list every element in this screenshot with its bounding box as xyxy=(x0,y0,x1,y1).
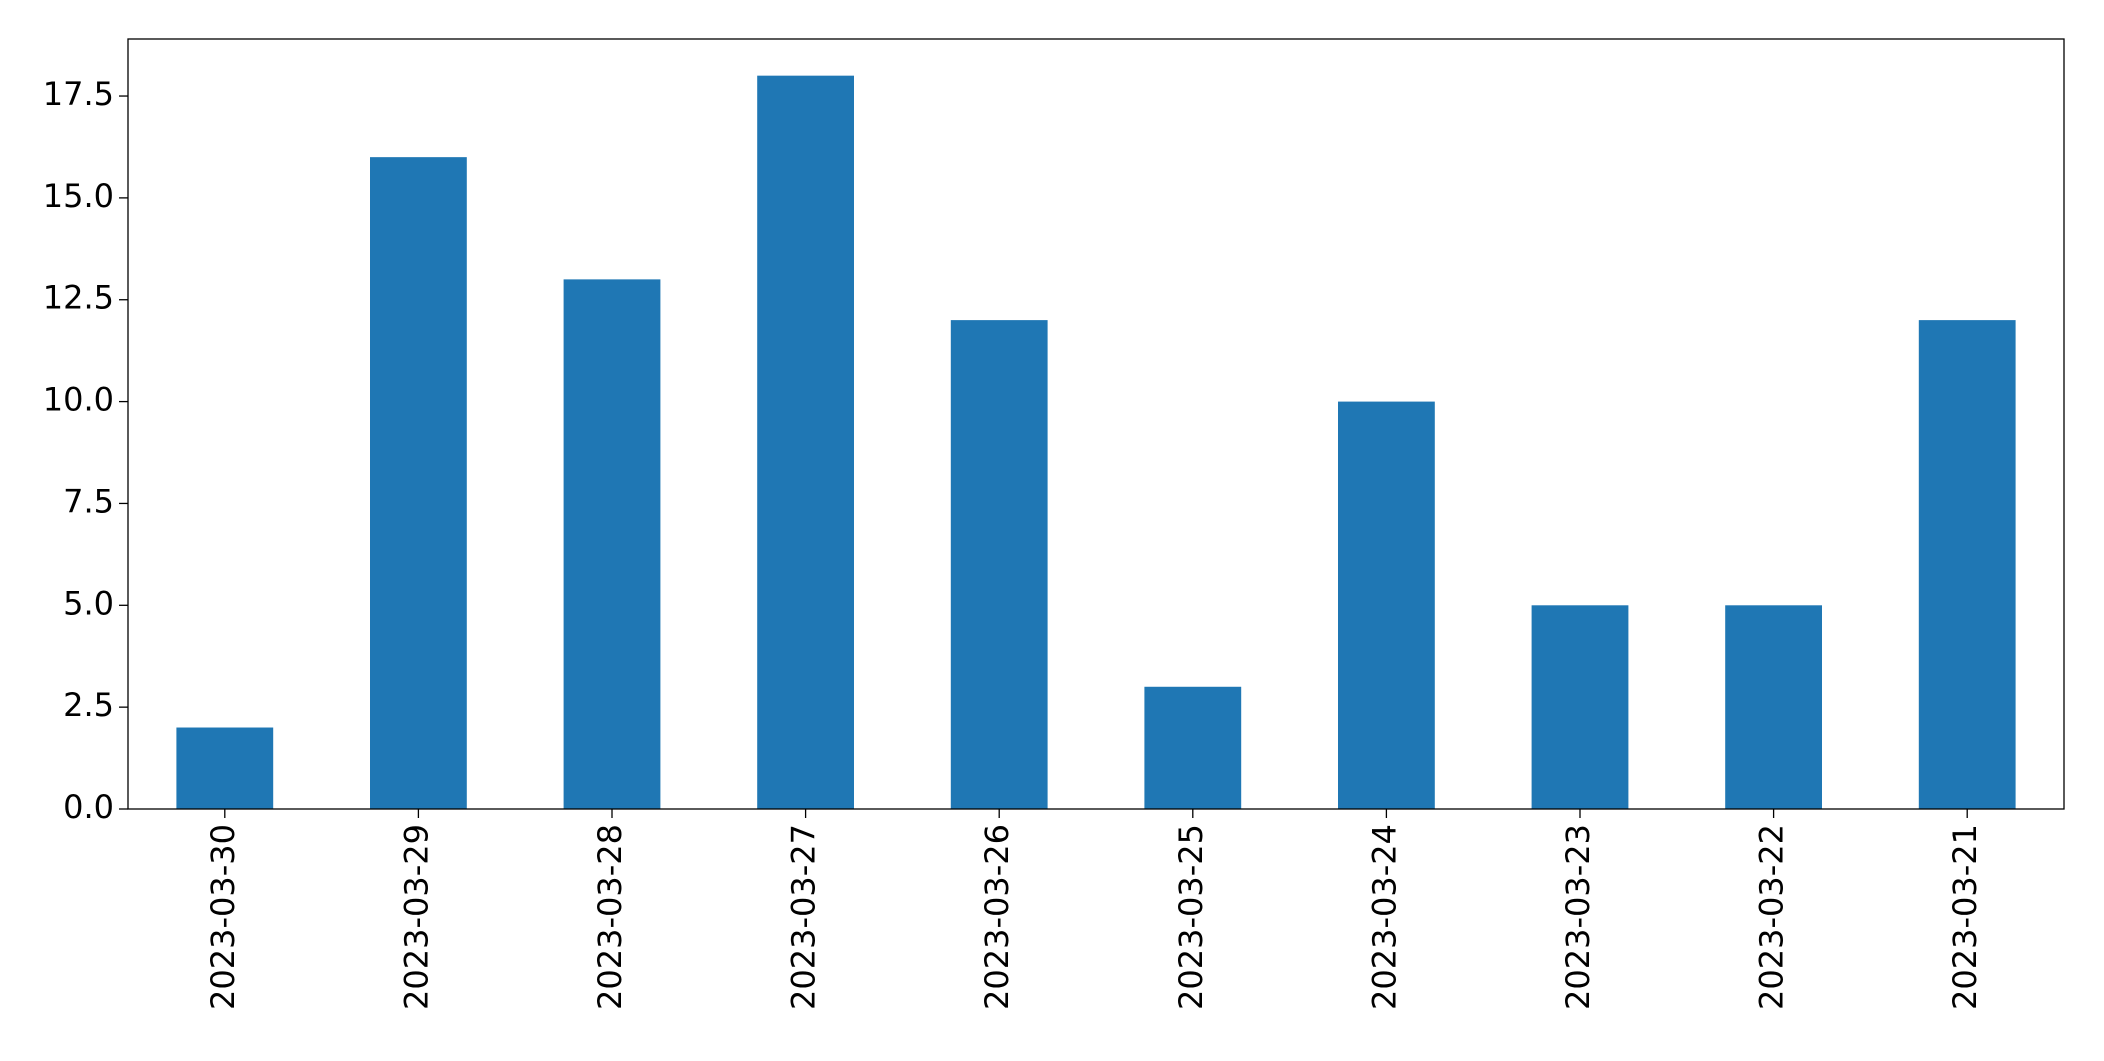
x-tick-label: 2023-03-24 xyxy=(1365,824,1403,1010)
y-tick-label: 17.5 xyxy=(43,75,114,113)
bar xyxy=(1725,605,1822,809)
bar xyxy=(563,279,661,809)
bar xyxy=(950,320,1048,809)
x-tick-label: 2023-03-23 xyxy=(1559,824,1597,1010)
bar xyxy=(1338,401,1435,809)
bar xyxy=(1144,686,1242,809)
x-tick-label: 2023-03-21 xyxy=(1946,824,1984,1010)
y-tick-label: 5.0 xyxy=(63,584,114,622)
y-tick-label: 0.0 xyxy=(63,788,114,826)
y-tick-label: 2.5 xyxy=(63,686,114,724)
y-tick-label: 10.0 xyxy=(43,381,114,419)
x-tick-label: 2023-03-30 xyxy=(204,824,242,1010)
y-tick-label: 12.5 xyxy=(43,279,114,317)
y-tick-label: 7.5 xyxy=(63,482,114,520)
bar xyxy=(1531,605,1629,809)
plot-frame xyxy=(127,38,2065,810)
x-tick-label: 2023-03-29 xyxy=(397,824,435,1010)
bar xyxy=(370,157,467,810)
x-tick-label: 2023-03-25 xyxy=(1172,824,1210,1010)
bar xyxy=(757,75,854,809)
x-tick-label: 2023-03-28 xyxy=(591,824,629,1010)
x-tick-label: 2023-03-26 xyxy=(978,824,1016,1010)
x-tick-label: 2023-03-22 xyxy=(1753,824,1791,1010)
y-tick-label: 15.0 xyxy=(43,177,114,215)
x-tick-label: 2023-03-27 xyxy=(785,824,823,1010)
bar xyxy=(1918,320,2016,809)
bar xyxy=(176,727,274,809)
